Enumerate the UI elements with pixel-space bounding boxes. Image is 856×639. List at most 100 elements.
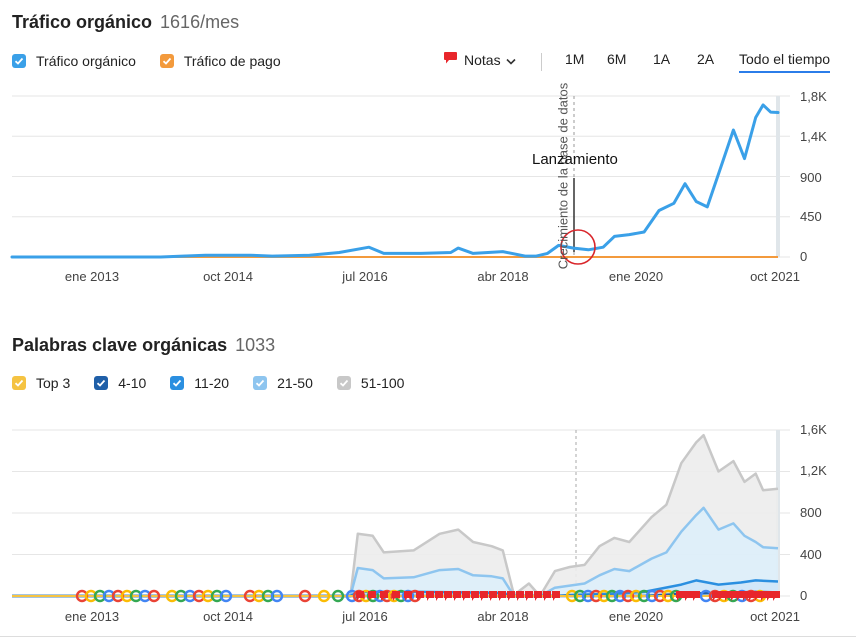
legend-organic-traffic-label: Tráfico orgánico [36, 53, 136, 69]
x-tick: oct 2014 [203, 609, 253, 624]
legend-11-20[interactable]: 11-20 [170, 375, 229, 391]
google-update-icon [331, 589, 345, 603]
note-marker-icon [444, 591, 452, 601]
y-tick: 900 [800, 170, 822, 185]
checkbox-checked-icon[interactable] [253, 376, 268, 390]
legend-21-50-label: 21-50 [277, 375, 313, 391]
note-marker-icon [426, 591, 434, 601]
legend-organic-traffic[interactable]: Tráfico orgánico [12, 53, 136, 69]
checkbox-checked-icon[interactable] [170, 376, 185, 390]
google-update-icon [565, 589, 579, 603]
series-21-50 [12, 506, 779, 598]
x-tick: oct 2014 [203, 269, 253, 284]
note-marker-icon [480, 591, 488, 601]
notes-dropdown[interactable]: Notas [443, 51, 516, 68]
keywords-title: Palabras clave orgánicas 1033 [12, 335, 275, 356]
x-tick: ene 2020 [608, 609, 664, 624]
legend-4-10-label: 4-10 [118, 375, 147, 391]
traffic-legend: Tráfico orgánico Tráfico de pago [12, 53, 305, 69]
google-update-icon [613, 589, 627, 603]
checkbox-checked-icon[interactable] [336, 376, 351, 390]
x-tick: oct 2021 [750, 269, 800, 284]
x-tick: ene 2013 [64, 269, 120, 284]
google-update-icon [621, 589, 635, 603]
traffic-title-label: Tráfico orgánico [12, 12, 153, 32]
x-tick: ene 2020 [608, 269, 664, 284]
note-marker-icon [380, 591, 388, 601]
legend-paid-traffic-label: Tráfico de pago [183, 53, 281, 69]
note-marker-icon [435, 591, 443, 601]
note-marker-icon [416, 591, 424, 601]
checkbox-checked-icon[interactable] [12, 54, 26, 68]
y-tick: 1,8K [800, 89, 827, 104]
google-update-icon [645, 589, 659, 603]
range-1m[interactable]: 1M [565, 51, 585, 67]
note-marker-icon [684, 591, 692, 601]
x-tick: abr 2018 [477, 609, 529, 624]
x-tick: oct 2021 [750, 609, 800, 624]
note-marker-icon [552, 591, 560, 601]
x-tick: jul 2016 [342, 269, 388, 284]
google-update-icon [270, 589, 284, 603]
note-marker-icon [534, 591, 542, 601]
traffic-title: Tráfico orgánico 1616/mes [12, 12, 239, 33]
legend-paid-traffic[interactable]: Tráfico de pago [159, 53, 281, 69]
x-tick: ene 2013 [64, 609, 120, 624]
legend-4-10[interactable]: 4-10 [94, 375, 146, 391]
checkbox-checked-icon[interactable] [159, 54, 174, 68]
y-tick: 1,2K [800, 463, 827, 478]
legend-21-50[interactable]: 21-50 [253, 375, 313, 391]
y-tick: 0 [800, 588, 808, 603]
y-tick: 450 [800, 209, 822, 224]
note-marker-icon [462, 591, 470, 601]
note-marker-icon [525, 591, 533, 601]
note-marker-icon [507, 591, 515, 601]
series-51-100 [12, 433, 779, 598]
keywords-legend: Top 3 4-10 11-20 21-50 51-100 [12, 375, 428, 391]
google-update-icon [605, 589, 619, 603]
note-marker-icon [543, 591, 551, 601]
speech-bubble-icon [443, 51, 458, 68]
note-marker-icon [692, 591, 700, 601]
google-update-icon [597, 589, 611, 603]
x-tick: jul 2016 [342, 609, 388, 624]
y-tick: 400 [800, 547, 822, 562]
google-update-icon [581, 589, 595, 603]
toolbar-divider [541, 53, 542, 71]
range-all-time[interactable]: Todo el tiempo [739, 51, 831, 73]
organic-traffic-chart[interactable] [0, 0, 856, 300]
note-marker-icon [453, 591, 461, 601]
notes-label: Notas [464, 51, 501, 68]
note-marker-icon [772, 591, 780, 601]
legend-51-100-label: 51-100 [360, 375, 405, 391]
launch-annotation: Lanzamiento [532, 151, 618, 168]
range-2a[interactable]: 2A [697, 51, 715, 67]
range-1a[interactable]: 1A [653, 51, 671, 67]
traffic-value: 1616/mes [160, 12, 240, 32]
note-marker-icon [489, 591, 497, 601]
legend-11-20-label: 11-20 [194, 375, 230, 391]
series-organic-traffic [10, 103, 780, 259]
range-6m[interactable]: 6M [607, 51, 627, 67]
google-update-icon [573, 589, 587, 603]
x-tick: abr 2018 [477, 269, 529, 284]
google-update-icon [317, 589, 331, 603]
legend-51-100[interactable]: 51-100 [336, 375, 405, 391]
legend-top3-label: Top 3 [36, 375, 71, 391]
google-update-icon [147, 589, 161, 603]
google-update-icon [653, 589, 667, 603]
y-tick: 0 [800, 249, 808, 264]
note-marker-icon [498, 591, 506, 601]
note-marker-icon [404, 591, 412, 601]
checkbox-checked-icon[interactable] [94, 376, 109, 390]
y-tick: 1,6K [800, 422, 827, 437]
google-update-icon [661, 589, 675, 603]
highlight-circle [560, 229, 596, 265]
checkbox-checked-icon[interactable] [12, 376, 26, 390]
note-marker-icon [368, 591, 376, 601]
plot-right-edge [776, 96, 780, 257]
chevron-down-icon [506, 52, 516, 68]
google-update-icon [298, 589, 312, 603]
legend-top3[interactable]: Top 3 [12, 375, 70, 391]
